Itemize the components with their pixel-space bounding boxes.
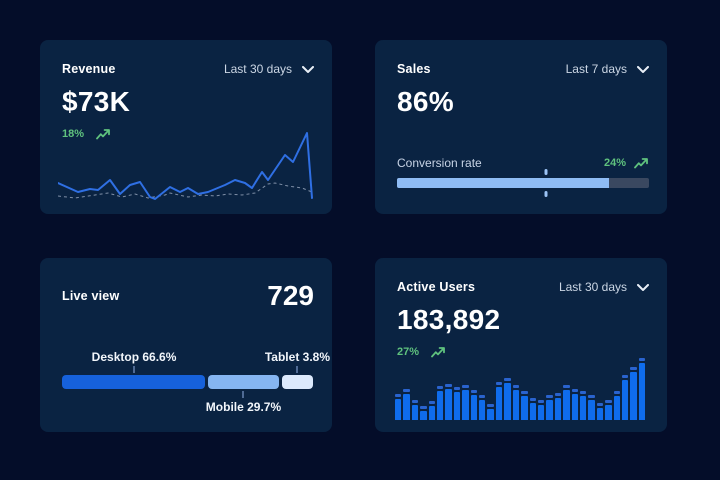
bar xyxy=(596,402,604,420)
bar xyxy=(588,395,595,420)
trend-up-icon xyxy=(431,346,445,357)
sales-card-header: Sales Last 7 days xyxy=(397,62,649,76)
live-view-value: 729 xyxy=(267,280,314,311)
live-view-card-title: Live view xyxy=(62,289,120,303)
revenue-line-previous xyxy=(58,182,313,199)
active-users-bar-chart xyxy=(395,358,646,420)
revenue-card-title: Revenue xyxy=(62,62,116,76)
segment-label-mobile: Mobile 29.7% xyxy=(205,400,282,414)
bar xyxy=(453,386,461,420)
bar xyxy=(630,366,637,420)
active-users-delta-value: 27% xyxy=(397,346,420,358)
active-users-delta: 27% xyxy=(397,346,649,358)
bar xyxy=(445,384,452,420)
active-users-range-dropdown[interactable]: Last 30 days xyxy=(559,280,649,294)
revenue-range-label: Last 30 days xyxy=(223,62,292,76)
bar xyxy=(437,385,444,420)
conversion-rate-row: Conversion rate 24% xyxy=(397,156,649,170)
sales-value: 86% xyxy=(397,86,454,117)
bar xyxy=(563,385,570,420)
device-breakdown-chart: Desktop 66.6% Mobile 29.7% Tablet 3.8% xyxy=(62,350,330,414)
bar xyxy=(462,385,469,420)
active-users-card: Active Users Last 30 days 183,892 27% xyxy=(375,258,667,432)
bar xyxy=(428,401,436,420)
segment-label-tablet: Tablet 3.8% xyxy=(264,350,331,364)
revenue-card-header: Revenue Last 30 days xyxy=(62,62,314,76)
live-view-stacked-bar xyxy=(62,375,313,389)
sales-card-title: Sales xyxy=(397,62,431,76)
revenue-line-current xyxy=(58,132,313,200)
active-users-card-title: Active Users xyxy=(397,280,476,294)
bar xyxy=(579,391,587,420)
bar xyxy=(504,377,511,420)
progress-fill xyxy=(397,178,609,188)
bar xyxy=(495,381,503,420)
segment-tick-tablet xyxy=(296,366,299,373)
bar xyxy=(613,391,620,420)
chevron-down-icon xyxy=(302,65,314,73)
bar xyxy=(638,358,646,420)
sales-delta: 24% xyxy=(604,157,649,169)
progress-marker-top xyxy=(544,169,548,175)
active-users-range-label: Last 30 days xyxy=(558,280,627,294)
active-users-card-header: Active Users Last 30 days xyxy=(397,280,649,294)
conversion-progress-bar xyxy=(397,169,649,197)
bar xyxy=(395,393,402,420)
bar xyxy=(479,395,486,420)
bar xyxy=(470,390,478,420)
bar xyxy=(529,397,536,420)
sales-range-dropdown[interactable]: Last 7 days xyxy=(566,62,649,76)
revenue-delta-value: 18% xyxy=(62,128,85,140)
live-view-card: Live view 729 Desktop 66.6% Mobile 29.7% T… xyxy=(40,258,332,432)
chevron-down-icon xyxy=(637,65,649,73)
bar xyxy=(403,389,410,420)
conversion-rate-label: Conversion rate xyxy=(397,156,482,170)
sales-range-label: Last 7 days xyxy=(565,62,627,76)
segment-tick-desktop xyxy=(133,366,136,373)
segment-mobile xyxy=(208,375,280,389)
bar xyxy=(554,392,562,420)
revenue-card: Revenue Last 30 days $73K 18% xyxy=(40,40,332,214)
trend-up-icon xyxy=(96,128,110,139)
bar xyxy=(546,395,553,420)
bar xyxy=(512,385,520,420)
bar xyxy=(521,391,528,420)
bar xyxy=(487,403,494,420)
chevron-down-icon xyxy=(637,283,649,291)
segment-tablet xyxy=(282,375,313,389)
bar xyxy=(411,400,419,420)
revenue-delta: 18% xyxy=(62,128,314,140)
sales-delta-value: 24% xyxy=(603,157,626,169)
bar xyxy=(537,400,545,420)
bar xyxy=(605,400,612,420)
segment-label-desktop: Desktop 66.6% xyxy=(91,350,177,364)
revenue-range-dropdown[interactable]: Last 30 days xyxy=(224,62,314,76)
revenue-value: $73K xyxy=(62,86,131,117)
revenue-line-chart xyxy=(58,128,320,204)
segment-desktop xyxy=(62,375,206,389)
bar xyxy=(621,375,629,420)
bar xyxy=(420,406,427,420)
trend-up-icon xyxy=(634,157,648,168)
segment-tick-mobile xyxy=(242,391,245,398)
live-view-card-header: Live view 729 xyxy=(62,280,314,312)
progress-marker-bottom xyxy=(544,191,548,197)
sales-card: Sales Last 7 days 86% Conversion rate 24… xyxy=(375,40,667,214)
active-users-value: 183,892 xyxy=(397,304,501,335)
bar xyxy=(571,389,578,420)
